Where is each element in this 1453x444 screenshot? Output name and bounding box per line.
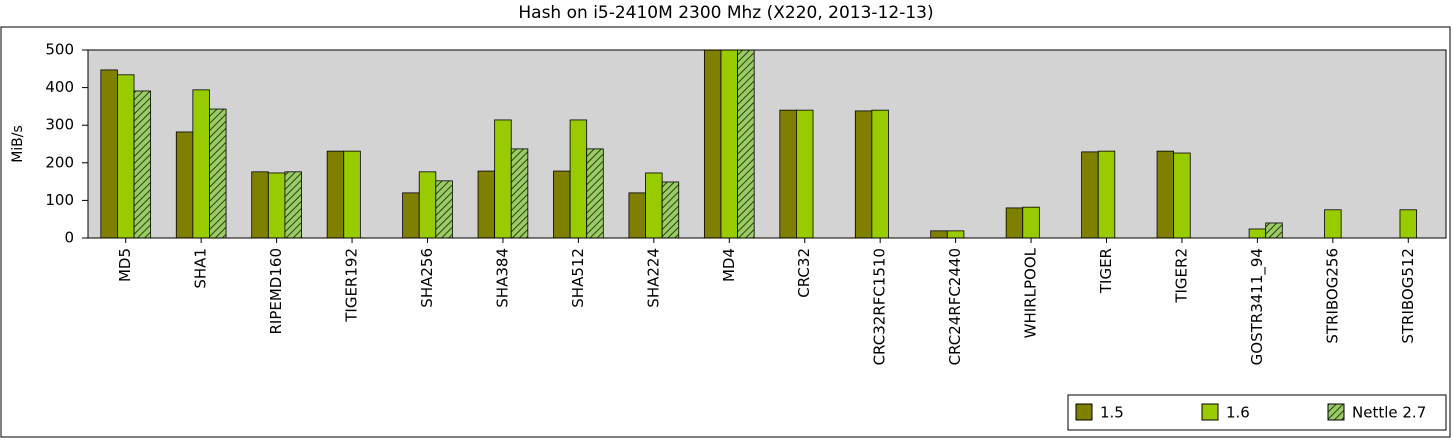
bar <box>100 69 118 239</box>
bar <box>1097 150 1116 239</box>
x-tick-label: STRIBOG512 <box>1399 248 1417 344</box>
y-tick-label: 100 <box>45 191 74 209</box>
plot-border <box>87 49 1447 239</box>
bar <box>477 170 496 239</box>
bar <box>510 148 529 239</box>
legend-swatch <box>1327 403 1345 421</box>
legend-label: Nettle 2.7 <box>1352 404 1426 422</box>
x-tick-label: SHA256 <box>418 248 436 308</box>
bar <box>1173 152 1191 239</box>
legend-swatch <box>1201 403 1219 421</box>
y-tick-label: 200 <box>45 153 74 171</box>
x-tick-label: CRC32RFC1510 <box>871 248 889 365</box>
bar <box>1005 207 1024 239</box>
bar <box>720 49 738 239</box>
x-tick-label: STRIBOG256 <box>1323 248 1341 344</box>
bar <box>209 108 227 239</box>
bar <box>1022 206 1040 239</box>
bar <box>1081 151 1099 239</box>
bar <box>1324 209 1342 239</box>
bar <box>628 192 646 239</box>
bar <box>661 181 680 239</box>
bar <box>494 119 512 239</box>
x-tick-label: RIPEMD160 <box>267 248 285 335</box>
bar <box>251 171 269 239</box>
plot-area <box>88 50 1446 238</box>
x-tick-label: CRC32 <box>795 248 813 298</box>
legend-box <box>1067 394 1447 431</box>
bar <box>192 89 210 239</box>
frame <box>0 26 1451 438</box>
bar <box>1156 150 1175 239</box>
bar <box>930 230 948 239</box>
x-tick-label: MD4 <box>720 248 738 282</box>
bar <box>133 90 152 239</box>
bar <box>326 150 345 239</box>
bar <box>435 180 453 239</box>
bar <box>569 119 588 239</box>
bar <box>586 148 604 239</box>
y-axis-label: MiB/s <box>10 125 26 163</box>
bar <box>946 230 965 239</box>
x-tick-label: SHA384 <box>493 248 511 308</box>
x-tick-label: TIGER <box>1097 248 1115 294</box>
bar <box>418 171 437 239</box>
bar <box>779 109 797 239</box>
y-tick-label: 300 <box>45 116 74 134</box>
legend-swatch <box>1075 403 1093 421</box>
bar <box>854 110 873 239</box>
bar <box>267 172 286 239</box>
bar <box>343 150 361 239</box>
bar <box>1248 228 1267 239</box>
bar <box>1265 222 1283 239</box>
bar <box>871 109 889 239</box>
x-tick-label: TIGER2 <box>1172 248 1190 304</box>
bar <box>117 74 135 239</box>
bar <box>737 49 755 239</box>
x-tick-label: SHA1 <box>192 248 210 289</box>
x-tick-label: WHIRLPOOL <box>1022 247 1040 338</box>
chart-title: Hash on i5-2410M 2300 Mhz (X220, 2013-12… <box>518 3 933 23</box>
bar <box>1399 209 1417 239</box>
bar <box>175 131 194 239</box>
bar <box>553 170 571 239</box>
x-tick-label: SHA512 <box>569 248 587 308</box>
legend-label: 1.6 <box>1226 404 1250 422</box>
bar <box>402 192 420 239</box>
x-tick-label: GOSTR3411_94 <box>1248 248 1267 365</box>
bar <box>796 109 814 239</box>
x-tick-label: TIGER192 <box>343 248 361 323</box>
y-tick-label: 0 <box>64 229 74 247</box>
x-tick-label: CRC24RFC2440 <box>946 248 964 365</box>
legend-label: 1.5 <box>1100 404 1124 422</box>
x-tick-label: MD5 <box>116 248 134 282</box>
y-tick-label: 500 <box>45 41 74 59</box>
y-tick-label: 400 <box>45 78 74 96</box>
bar <box>284 171 302 239</box>
bar <box>645 172 663 239</box>
bar <box>703 49 722 239</box>
x-tick-label: SHA224 <box>644 248 662 308</box>
